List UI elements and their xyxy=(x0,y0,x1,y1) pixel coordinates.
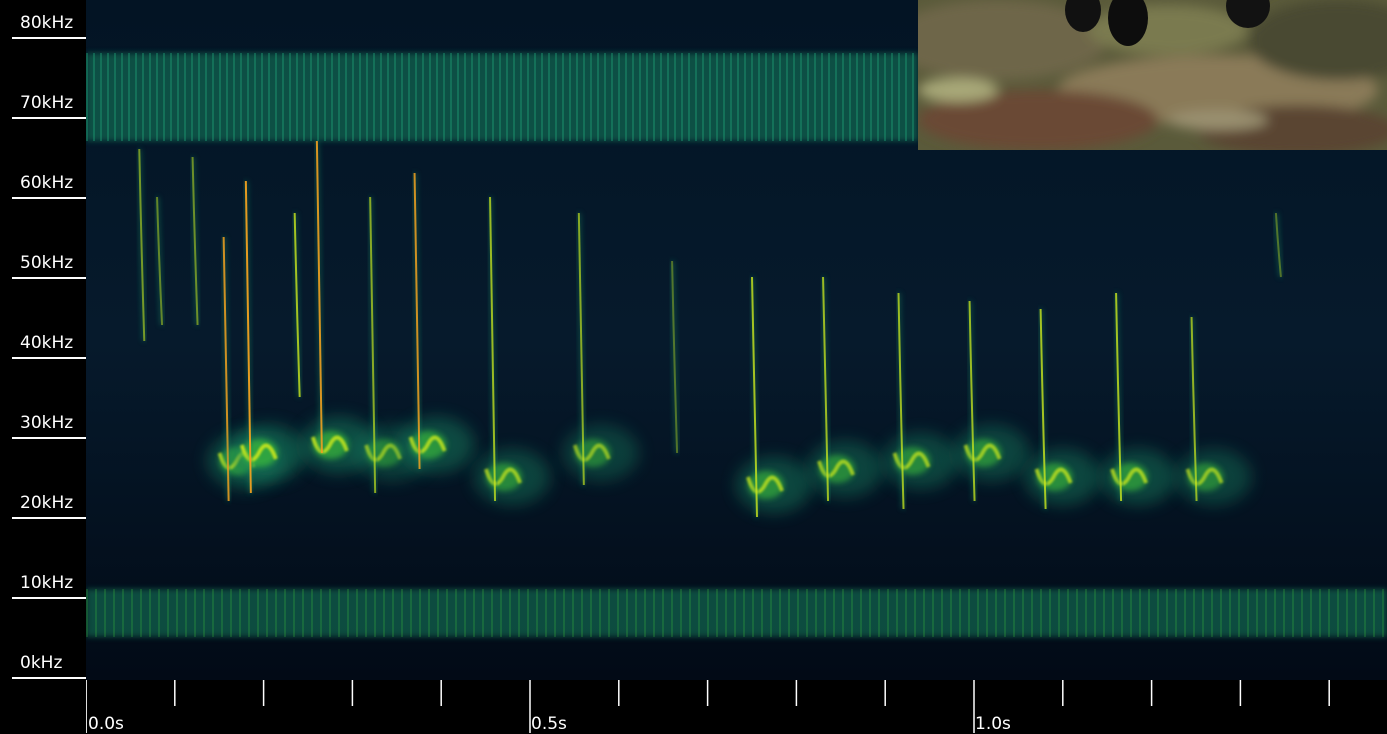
call-traces xyxy=(137,140,1283,518)
rock-highlight xyxy=(918,78,998,102)
bat-call xyxy=(807,276,884,502)
frequency-tick-label: 80kHz xyxy=(20,13,74,33)
bat-call xyxy=(736,276,812,518)
bat-call xyxy=(1273,212,1283,278)
frequency-gridline-30 xyxy=(12,437,86,439)
bat-call xyxy=(670,260,680,454)
bat-call xyxy=(1175,316,1252,505)
bat-call xyxy=(474,196,551,505)
frequency-gridline-0 xyxy=(12,677,86,679)
bat-call xyxy=(137,148,147,342)
rock-patch xyxy=(1248,0,1387,80)
frequency-gridline-80 xyxy=(12,37,86,39)
frequency-tick-label: 40kHz xyxy=(20,333,74,353)
bat-call xyxy=(190,156,200,326)
noise-bands xyxy=(86,53,1387,637)
time-tick-label: 1.0s xyxy=(975,714,1011,734)
frequency-tick-label: 50kHz xyxy=(20,253,74,273)
bat-silhouette xyxy=(1226,0,1270,28)
bat-call xyxy=(292,212,302,398)
frequency-gridline-10 xyxy=(12,597,86,599)
frequency-gridline-20 xyxy=(12,517,86,519)
frequency-tick-label: 10kHz xyxy=(20,573,74,593)
frequency-gridline-50 xyxy=(12,277,86,279)
frequency-axis: 80kHz 70kHz 60kHz 50kHz 40kHz 30kHz 20kH… xyxy=(0,0,86,733)
time-axis-ticks xyxy=(85,680,1330,733)
rock-highlight xyxy=(1168,110,1268,130)
frequency-tick-label: 60kHz xyxy=(20,173,74,193)
bat-call xyxy=(562,212,639,486)
time-tick-label: 0.0s xyxy=(88,714,124,734)
frequency-tick-label: 70kHz xyxy=(20,93,74,113)
bat-silhouette xyxy=(1065,0,1101,32)
frequency-gridline-70 xyxy=(12,117,86,119)
rock-patch xyxy=(918,0,1108,80)
noise-band xyxy=(86,53,918,141)
bat-silhouette xyxy=(1108,0,1148,46)
bat-call xyxy=(953,300,1030,502)
time-tick-label: 0.5s xyxy=(531,714,567,734)
frequency-tick-label: 20kHz xyxy=(20,493,74,513)
frequency-gridline-60 xyxy=(12,197,86,199)
bat-call xyxy=(882,292,959,510)
frequency-tick-label: 30kHz xyxy=(20,413,74,433)
video-inset-thumbnail xyxy=(918,0,1387,150)
bat-call xyxy=(155,196,165,326)
noise-band xyxy=(86,589,1387,637)
bat-call xyxy=(398,172,475,473)
time-axis-background xyxy=(86,680,1387,733)
frequency-tick-label: 0kHz xyxy=(20,653,63,673)
bat-call xyxy=(1024,308,1101,510)
bat-call xyxy=(1100,292,1177,505)
frequency-gridline-40 xyxy=(12,357,86,359)
rock-patch xyxy=(918,90,1158,150)
bat-call xyxy=(229,180,306,494)
